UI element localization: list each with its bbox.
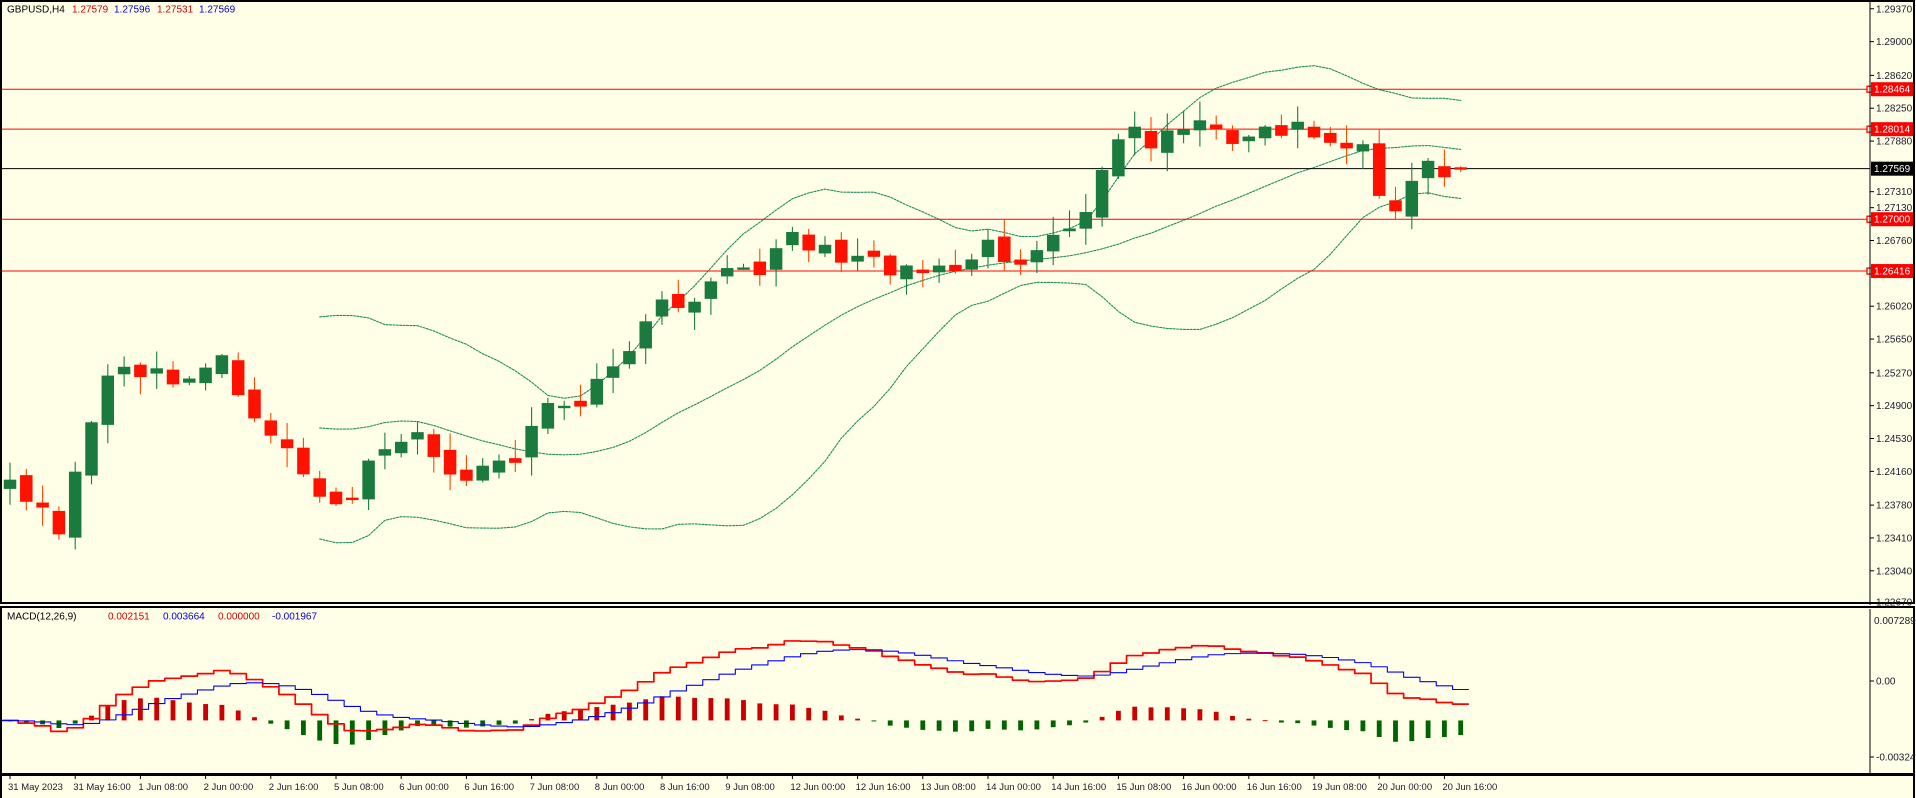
svg-text:8 Jun 00:00: 8 Jun 00:00 bbox=[595, 782, 645, 793]
svg-text:20 Jun 16:00: 20 Jun 16:00 bbox=[1442, 782, 1497, 793]
svg-text:MACD(12,26,9): MACD(12,26,9) bbox=[7, 612, 76, 623]
svg-text:14 Jun 00:00: 14 Jun 00:00 bbox=[986, 782, 1041, 793]
svg-text:1.23040: 1.23040 bbox=[1876, 566, 1913, 577]
svg-text:-0.001967: -0.001967 bbox=[272, 612, 317, 623]
svg-text:8 Jun 16:00: 8 Jun 16:00 bbox=[660, 782, 710, 793]
svg-text:0.002151: 0.002151 bbox=[108, 612, 150, 623]
svg-text:2 Jun 16:00: 2 Jun 16:00 bbox=[269, 782, 319, 793]
svg-text:13 Jun 08:00: 13 Jun 08:00 bbox=[921, 782, 976, 793]
svg-text:14 Jun 16:00: 14 Jun 16:00 bbox=[1051, 782, 1106, 793]
svg-text:0.00: 0.00 bbox=[1876, 677, 1896, 688]
svg-text:1.25270: 1.25270 bbox=[1876, 368, 1913, 379]
svg-text:1.24530: 1.24530 bbox=[1876, 434, 1913, 445]
svg-text:1.24900: 1.24900 bbox=[1876, 401, 1913, 412]
svg-text:15 Jun 08:00: 15 Jun 08:00 bbox=[1116, 782, 1171, 793]
svg-text:2 Jun 00:00: 2 Jun 00:00 bbox=[204, 782, 254, 793]
svg-text:1.27310: 1.27310 bbox=[1876, 187, 1913, 198]
svg-text:1.27569: 1.27569 bbox=[1874, 164, 1911, 175]
svg-text:12 Jun 16:00: 12 Jun 16:00 bbox=[856, 782, 911, 793]
svg-text:31 May 2023: 31 May 2023 bbox=[8, 782, 63, 793]
svg-text:1.26760: 1.26760 bbox=[1876, 236, 1913, 247]
svg-text:6 Jun 00:00: 6 Jun 00:00 bbox=[399, 782, 449, 793]
svg-text:0.003664: 0.003664 bbox=[163, 612, 205, 623]
svg-text:5 Jun 08:00: 5 Jun 08:00 bbox=[334, 782, 384, 793]
svg-text:1.28620: 1.28620 bbox=[1876, 71, 1913, 82]
svg-text:GBPUSD,H4: GBPUSD,H4 bbox=[7, 5, 65, 16]
svg-text:1.27596: 1.27596 bbox=[114, 5, 151, 16]
svg-text:6 Jun 16:00: 6 Jun 16:00 bbox=[464, 782, 514, 793]
svg-text:1.26020: 1.26020 bbox=[1876, 302, 1913, 313]
svg-text:1.23410: 1.23410 bbox=[1876, 533, 1913, 544]
svg-text:9 Jun 08:00: 9 Jun 08:00 bbox=[725, 782, 775, 793]
svg-text:1 Jun 08:00: 1 Jun 08:00 bbox=[138, 782, 188, 793]
svg-text:0.000000: 0.000000 bbox=[218, 612, 260, 623]
svg-text:12 Jun 00:00: 12 Jun 00:00 bbox=[790, 782, 845, 793]
svg-text:1.29000: 1.29000 bbox=[1876, 37, 1913, 48]
svg-text:1.28250: 1.28250 bbox=[1876, 104, 1913, 115]
svg-text:1.29370: 1.29370 bbox=[1876, 4, 1913, 15]
svg-text:1.27579: 1.27579 bbox=[72, 5, 109, 16]
svg-text:1.22670: 1.22670 bbox=[1876, 598, 1913, 609]
svg-text:16 Jun 00:00: 16 Jun 00:00 bbox=[1182, 782, 1237, 793]
svg-text:0.007289: 0.007289 bbox=[1874, 616, 1916, 627]
svg-text:1.23780: 1.23780 bbox=[1876, 501, 1913, 512]
svg-text:7 Jun 08:00: 7 Jun 08:00 bbox=[530, 782, 580, 793]
svg-text:1.27569: 1.27569 bbox=[199, 5, 236, 16]
svg-text:16 Jun 16:00: 16 Jun 16:00 bbox=[1247, 782, 1302, 793]
svg-text:1.28464: 1.28464 bbox=[1874, 85, 1911, 96]
svg-text:31 May 16:00: 31 May 16:00 bbox=[73, 782, 131, 793]
svg-text:19 Jun 08:00: 19 Jun 08:00 bbox=[1312, 782, 1367, 793]
svg-text:1.27880: 1.27880 bbox=[1876, 137, 1913, 148]
svg-text:1.26416: 1.26416 bbox=[1874, 267, 1911, 278]
svg-text:-0.003243: -0.003243 bbox=[1876, 753, 1916, 764]
svg-text:1.28014: 1.28014 bbox=[1874, 125, 1911, 136]
svg-text:1.25650: 1.25650 bbox=[1876, 335, 1913, 346]
svg-text:1.27000: 1.27000 bbox=[1874, 215, 1911, 226]
svg-text:20 Jun 00:00: 20 Jun 00:00 bbox=[1377, 782, 1432, 793]
svg-text:1.27531: 1.27531 bbox=[157, 5, 194, 16]
svg-text:1.24160: 1.24160 bbox=[1876, 467, 1913, 478]
